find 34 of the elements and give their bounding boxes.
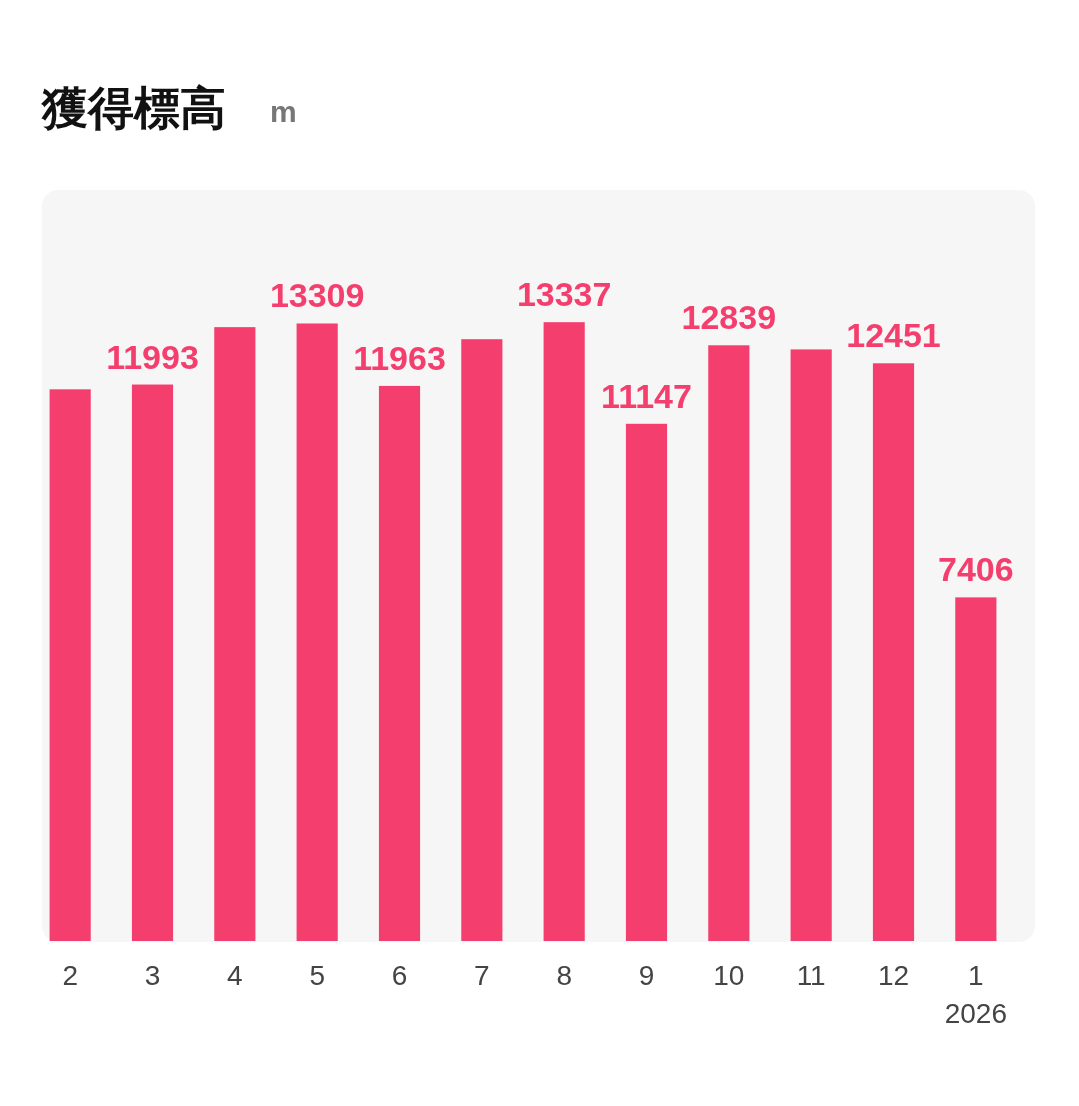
data-label: 12451 (846, 316, 941, 355)
x-tick-label: 9 (638, 960, 655, 991)
bar (543, 322, 585, 941)
bar (296, 323, 338, 941)
x-tick-label: 2 (62, 960, 78, 991)
bar (872, 363, 915, 941)
x-tick-label: 8 (556, 960, 572, 991)
data-label: 11993 (106, 337, 199, 376)
x-tick-label: 6 (391, 960, 408, 991)
bar (49, 389, 91, 941)
x-tick-label: 4 (227, 960, 243, 991)
x-tick-label: 12 (877, 960, 910, 991)
bar (214, 327, 256, 941)
bar (461, 339, 503, 941)
x-tick-label: 7 (474, 960, 490, 991)
x-tick-label: 3 (144, 960, 161, 991)
data-label: 7406 (938, 550, 1014, 589)
bar (708, 345, 750, 941)
data-label: 13309 (269, 276, 365, 315)
x-tick-label: 5 (309, 960, 325, 991)
x-tick-label: 1 2026 (944, 960, 1007, 1029)
text: m (270, 95, 297, 128)
data-label: 13337 (516, 275, 612, 314)
bar (790, 349, 832, 941)
chart-title: 獲得標高 (41, 81, 226, 135)
bar (955, 597, 997, 941)
x-tick-label: 11 (796, 960, 826, 991)
data-label: 11963 (353, 338, 446, 377)
data-label: 11147 (601, 376, 692, 415)
bar (131, 384, 174, 941)
bar (625, 423, 668, 941)
data-label: 12839 (681, 298, 777, 337)
x-tick-label: 10 (713, 960, 745, 991)
bar (378, 385, 421, 941)
